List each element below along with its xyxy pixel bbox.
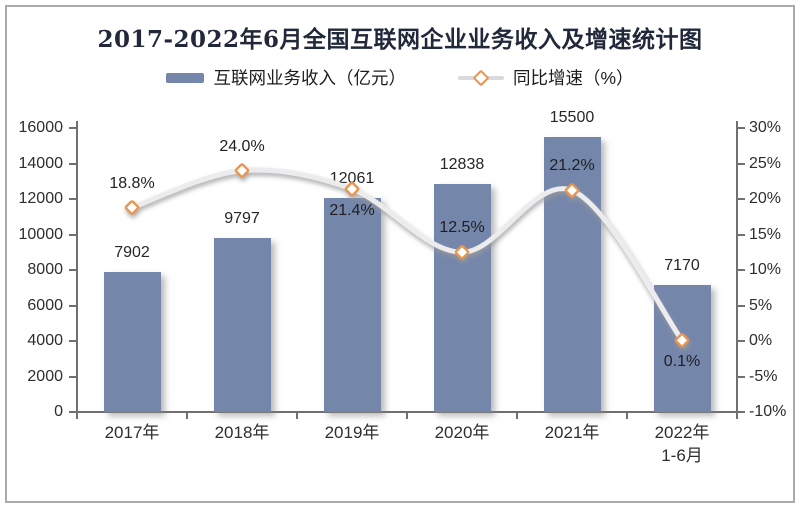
y-axis-right-tick xyxy=(737,304,745,307)
chart-frame: 2017-2022年6月全国互联网企业业务收入及增速统计图 互联网业务收入（亿元… xyxy=(5,5,795,503)
marker-diamond-icon xyxy=(124,200,140,215)
y-axis-left-tick xyxy=(69,162,77,165)
x-tick-label: 2021年 xyxy=(544,423,600,442)
y-tick-label-right: 5% xyxy=(749,296,773,314)
x-axis-tick xyxy=(76,412,78,419)
y-axis-left-tick xyxy=(69,269,77,271)
growth-value-label: 21.4% xyxy=(329,202,375,220)
y-tick-label-right: 30% xyxy=(749,119,782,136)
y-axis-left-tick xyxy=(69,411,77,413)
bar-value-label: 7170 xyxy=(664,256,700,274)
chart-title: 2017-2022年6月全国互联网企业业务收入及增速统计图 xyxy=(97,26,703,53)
y-axis-left-tick xyxy=(69,127,77,129)
x-axis-tick xyxy=(736,412,738,419)
y-tick-label-left: 10000 xyxy=(18,225,64,243)
y-tick-label-left: 12000 xyxy=(18,190,64,207)
bar-2022年 xyxy=(653,284,711,412)
x-tick-label: 2022年 1-6月 xyxy=(654,423,710,465)
y-tick-label-left: 2000 xyxy=(27,367,63,385)
y-tick-label-left: 14000 xyxy=(18,154,64,172)
y-axis-left-tick xyxy=(69,304,77,307)
bar-value-label: 7902 xyxy=(114,243,150,261)
y-tick-label-left: 4000 xyxy=(27,332,63,349)
y-tick-label-left: 8000 xyxy=(27,261,63,278)
bar-value-label: 12838 xyxy=(439,156,485,174)
y-axis-left-tick xyxy=(69,340,77,342)
legend-line-swatch-icon xyxy=(457,69,504,86)
y-axis-right-tick xyxy=(737,340,745,342)
y-axis-right-tick xyxy=(737,198,745,200)
x-axis-tick xyxy=(406,412,408,419)
bar-2021年 xyxy=(543,136,601,412)
y-tick-label-right: 10% xyxy=(749,261,782,278)
x-axis-tick xyxy=(516,412,518,419)
growth-value-label: 21.2% xyxy=(549,157,595,175)
x-tick-label: 2018年 xyxy=(214,423,270,442)
y-axis-left-tick xyxy=(69,233,77,236)
y-axis-right-tick xyxy=(737,375,745,378)
x-tick-label: 2017年 xyxy=(104,423,160,442)
bar-2018年 xyxy=(213,238,271,412)
y-axis-right-tick xyxy=(737,127,745,129)
y-tick-label-right: 20% xyxy=(749,190,782,207)
y-axis-right-line xyxy=(736,121,738,413)
marker-diamond-icon xyxy=(234,163,250,178)
legend-item-revenue: 互联网业务收入（亿元） xyxy=(166,65,406,90)
y-axis-right-tick xyxy=(737,162,745,165)
y-axis-right-tick xyxy=(737,269,745,271)
y-tick-label-right: 0% xyxy=(749,332,773,349)
y-tick-label-left: 6000 xyxy=(27,296,63,314)
x-axis-tick xyxy=(626,412,628,419)
y-tick-label-left: 0 xyxy=(54,403,63,420)
growth-value-label: 0.1% xyxy=(663,353,701,371)
y-axis-left-line xyxy=(76,121,78,413)
y-axis-right-tick xyxy=(737,411,745,413)
legend-bar-swatch-icon xyxy=(166,72,205,83)
bar-value-label: 15500 xyxy=(549,108,595,126)
bar-2019年 xyxy=(323,197,381,412)
legend-label-revenue: 互联网业务收入（亿元） xyxy=(213,68,406,88)
y-tick-label-right: -5% xyxy=(749,367,778,385)
y-axis-left-tick xyxy=(69,198,77,200)
x-tick-label: 2020年 xyxy=(434,423,490,442)
bar-value-label: 9797 xyxy=(224,210,260,228)
growth-value-label: 12.5% xyxy=(439,219,485,237)
y-tick-label-right: 15% xyxy=(749,225,782,243)
bar-value-label: 12061 xyxy=(329,169,375,187)
y-tick-label-right: -10% xyxy=(749,403,787,420)
bar-2017年 xyxy=(103,271,161,412)
y-axis-left-tick xyxy=(69,375,77,378)
legend-item-growth: 同比增速（%） xyxy=(457,65,634,90)
legend-label-growth: 同比增速（%） xyxy=(512,68,634,88)
x-axis-tick xyxy=(296,412,298,419)
y-axis-right-tick xyxy=(737,233,745,236)
y-tick-label-right: 25% xyxy=(749,154,782,172)
legend: 互联网业务收入（亿元） 同比增速（%） xyxy=(7,65,793,90)
y-tick-label-left: 16000 xyxy=(18,119,64,136)
plot-area: 0 2000 4000 6000 8000 10000 12000 14000 16000 -10… xyxy=(7,7,793,501)
growth-value-label: 24.0% xyxy=(219,137,265,155)
growth-value-label: 18.8% xyxy=(109,174,155,192)
x-tick-label: 2019年 xyxy=(324,423,380,442)
x-axis-tick xyxy=(186,412,188,419)
